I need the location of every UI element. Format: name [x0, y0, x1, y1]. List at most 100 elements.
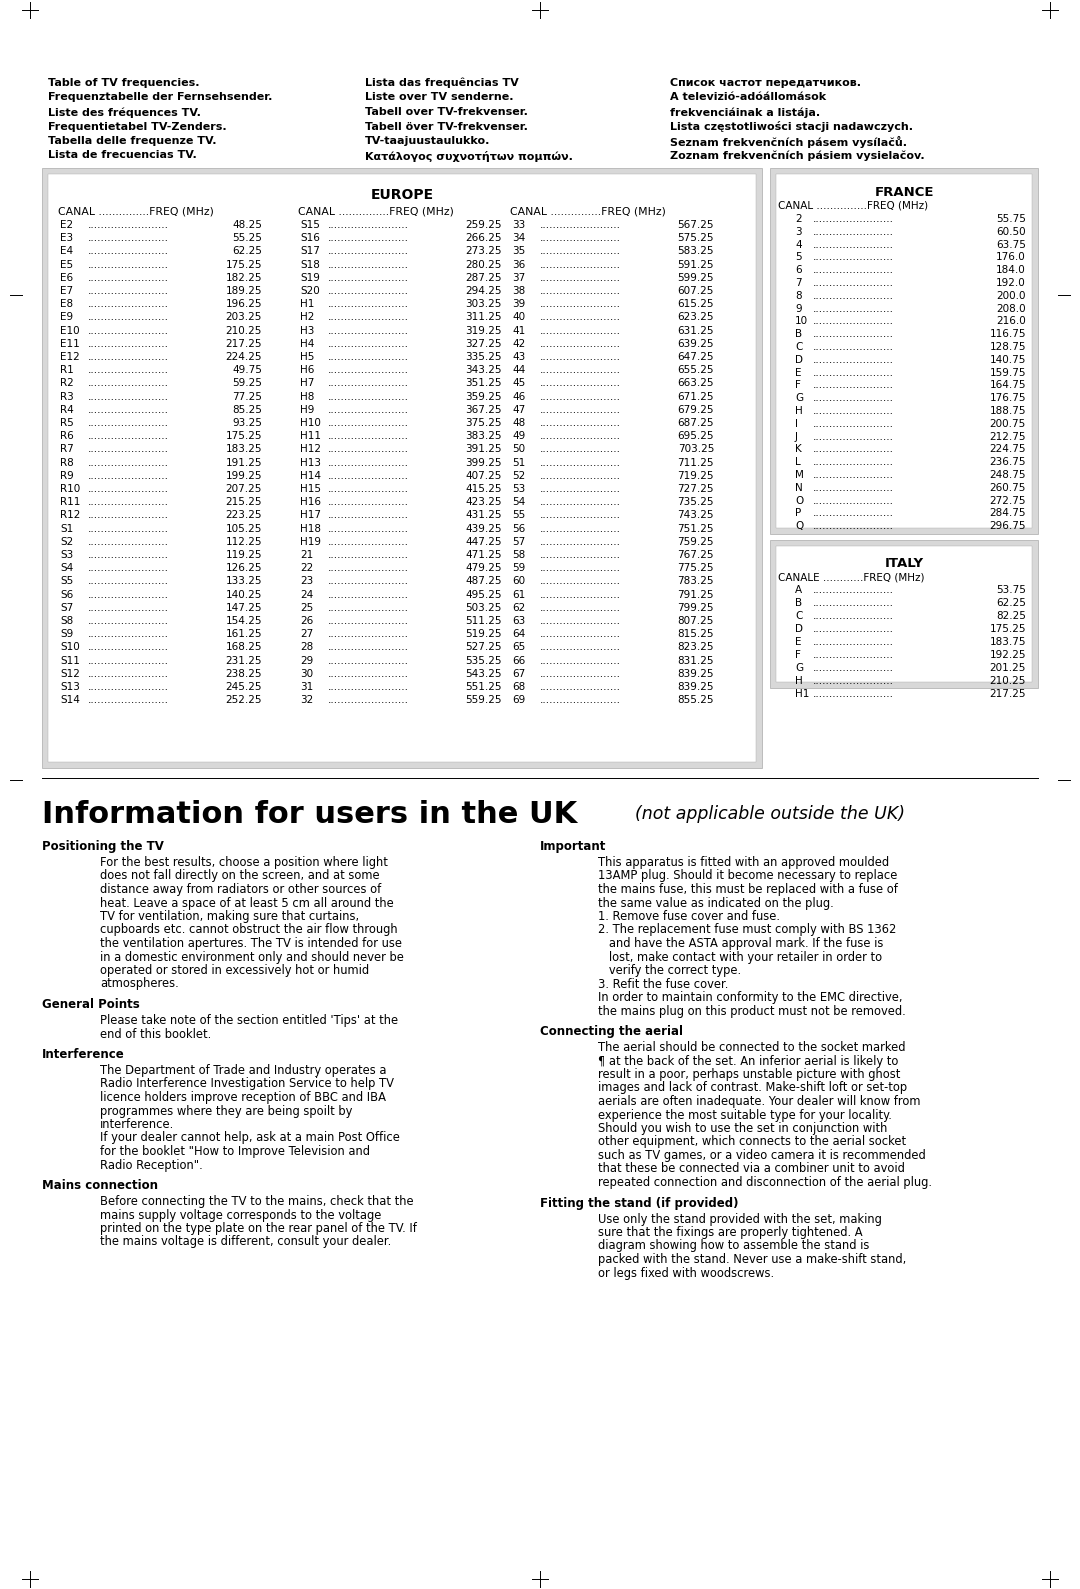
- Text: 54: 54: [512, 497, 525, 507]
- Text: Frequenztabelle der Fernsehsender.: Frequenztabelle der Fernsehsender.: [48, 92, 272, 103]
- Text: 415.25: 415.25: [465, 485, 502, 494]
- Bar: [48, 175, 756, 763]
- Text: Lista de frecuencias TV.: Lista de frecuencias TV.: [48, 151, 197, 160]
- Text: ........................: ........................: [87, 563, 168, 574]
- Text: E5: E5: [60, 259, 73, 270]
- Text: H12: H12: [300, 445, 321, 454]
- Text: 3. Refit the fuse cover.: 3. Refit the fuse cover.: [598, 977, 728, 990]
- Text: E4: E4: [60, 246, 73, 256]
- Text: ........................: ........................: [87, 510, 168, 521]
- Text: 711.25: 711.25: [677, 458, 714, 467]
- Text: 207.25: 207.25: [226, 485, 262, 494]
- Text: S1: S1: [60, 524, 73, 534]
- Text: the same value as indicated on the plug.: the same value as indicated on the plug.: [598, 896, 834, 909]
- Text: 67: 67: [512, 669, 525, 679]
- Text: ........................: ........................: [87, 313, 168, 323]
- Text: 831.25: 831.25: [677, 656, 714, 666]
- Text: 439.25: 439.25: [465, 524, 502, 534]
- Text: H2: H2: [300, 313, 314, 323]
- Text: 767.25: 767.25: [677, 550, 714, 559]
- Text: ........................: ........................: [87, 338, 168, 350]
- Text: H14: H14: [300, 470, 321, 481]
- Text: 607.25: 607.25: [677, 286, 714, 296]
- Text: 63.75: 63.75: [996, 240, 1026, 249]
- Text: S14: S14: [60, 696, 80, 706]
- Text: 663.25: 663.25: [677, 378, 714, 388]
- Text: ........................: ........................: [87, 445, 168, 454]
- Text: 423.25: 423.25: [465, 497, 502, 507]
- Text: printed on the type plate on the rear panel of the TV. If: printed on the type plate on the rear pa…: [100, 1222, 417, 1235]
- Text: in a domestic environment only and should never be: in a domestic environment only and shoul…: [100, 950, 404, 963]
- Text: 217.25: 217.25: [226, 338, 262, 350]
- Text: 7: 7: [795, 278, 801, 288]
- Text: H10: H10: [300, 418, 321, 427]
- Text: ........................: ........................: [87, 590, 168, 599]
- Text: ........................: ........................: [813, 291, 894, 300]
- Text: 30: 30: [300, 669, 313, 679]
- Text: Liste des fréquences TV.: Liste des fréquences TV.: [48, 106, 201, 118]
- Bar: [770, 540, 1038, 688]
- Text: Please take note of the section entitled 'Tips' at the: Please take note of the section entitled…: [100, 1014, 399, 1026]
- Text: ........................: ........................: [328, 696, 409, 706]
- Text: ........................: ........................: [540, 602, 621, 613]
- Text: 280.25: 280.25: [465, 259, 502, 270]
- Text: S18: S18: [300, 259, 320, 270]
- Text: lost, make contact with your retailer in order to: lost, make contact with your retailer in…: [598, 950, 882, 963]
- Text: ........................: ........................: [87, 656, 168, 666]
- Text: CANALE ............FREQ (MHz): CANALE ............FREQ (MHz): [778, 572, 924, 582]
- Text: 69: 69: [512, 696, 525, 706]
- Text: ........................: ........................: [87, 669, 168, 679]
- Text: S19: S19: [300, 273, 320, 283]
- Text: ........................: ........................: [540, 234, 621, 243]
- Text: ........................: ........................: [540, 696, 621, 706]
- Text: 52: 52: [512, 470, 525, 481]
- Text: H: H: [795, 675, 802, 686]
- Text: 407.25: 407.25: [465, 470, 502, 481]
- Text: ........................: ........................: [87, 353, 168, 362]
- Text: 27: 27: [300, 629, 313, 639]
- Text: 759.25: 759.25: [677, 537, 714, 547]
- Text: 217.25: 217.25: [989, 690, 1026, 699]
- Text: ........................: ........................: [328, 485, 409, 494]
- Text: H5: H5: [300, 353, 314, 362]
- Text: R2: R2: [60, 378, 73, 388]
- Text: ........................: ........................: [87, 577, 168, 586]
- Text: G: G: [795, 392, 804, 404]
- Text: CANAL ...............FREQ (MHz): CANAL ...............FREQ (MHz): [510, 207, 666, 216]
- Text: 49.75: 49.75: [232, 365, 262, 375]
- Text: 245.25: 245.25: [226, 682, 262, 691]
- Text: ........................: ........................: [813, 407, 894, 416]
- Text: 119.25: 119.25: [226, 550, 262, 559]
- Text: ........................: ........................: [540, 445, 621, 454]
- Text: 192.25: 192.25: [989, 650, 1026, 659]
- Text: ........................: ........................: [87, 485, 168, 494]
- Text: ........................: ........................: [540, 353, 621, 362]
- Bar: [42, 168, 762, 767]
- Text: 43: 43: [512, 353, 525, 362]
- Text: such as TV games, or a video camera it is recommended: such as TV games, or a video camera it i…: [598, 1149, 926, 1162]
- Text: 66: 66: [512, 656, 525, 666]
- Text: S16: S16: [300, 234, 320, 243]
- Text: other equipment, which connects to the aerial socket: other equipment, which connects to the a…: [598, 1136, 906, 1149]
- Text: E10: E10: [60, 326, 80, 335]
- Text: Tabella delle frequenze TV.: Tabella delle frequenze TV.: [48, 137, 216, 146]
- Text: H17: H17: [300, 510, 321, 521]
- Text: 284.75: 284.75: [989, 508, 1026, 518]
- Text: ........................: ........................: [328, 458, 409, 467]
- Text: R1: R1: [60, 365, 73, 375]
- Text: ........................: ........................: [813, 521, 894, 531]
- Text: 215.25: 215.25: [226, 497, 262, 507]
- Text: 591.25: 591.25: [677, 259, 714, 270]
- Text: ........................: ........................: [87, 629, 168, 639]
- Text: ........................: ........................: [540, 497, 621, 507]
- Text: 53.75: 53.75: [996, 585, 1026, 594]
- Text: ........................: ........................: [87, 418, 168, 427]
- Text: CANAL ...............FREQ (MHz): CANAL ...............FREQ (MHz): [778, 200, 928, 211]
- Text: 703.25: 703.25: [677, 445, 714, 454]
- Text: General Points: General Points: [42, 998, 139, 1011]
- Text: ........................: ........................: [328, 537, 409, 547]
- Text: 647.25: 647.25: [677, 353, 714, 362]
- Text: 32: 32: [300, 696, 313, 706]
- Text: operated or stored in excessively hot or humid: operated or stored in excessively hot or…: [100, 965, 369, 977]
- Text: ........................: ........................: [328, 497, 409, 507]
